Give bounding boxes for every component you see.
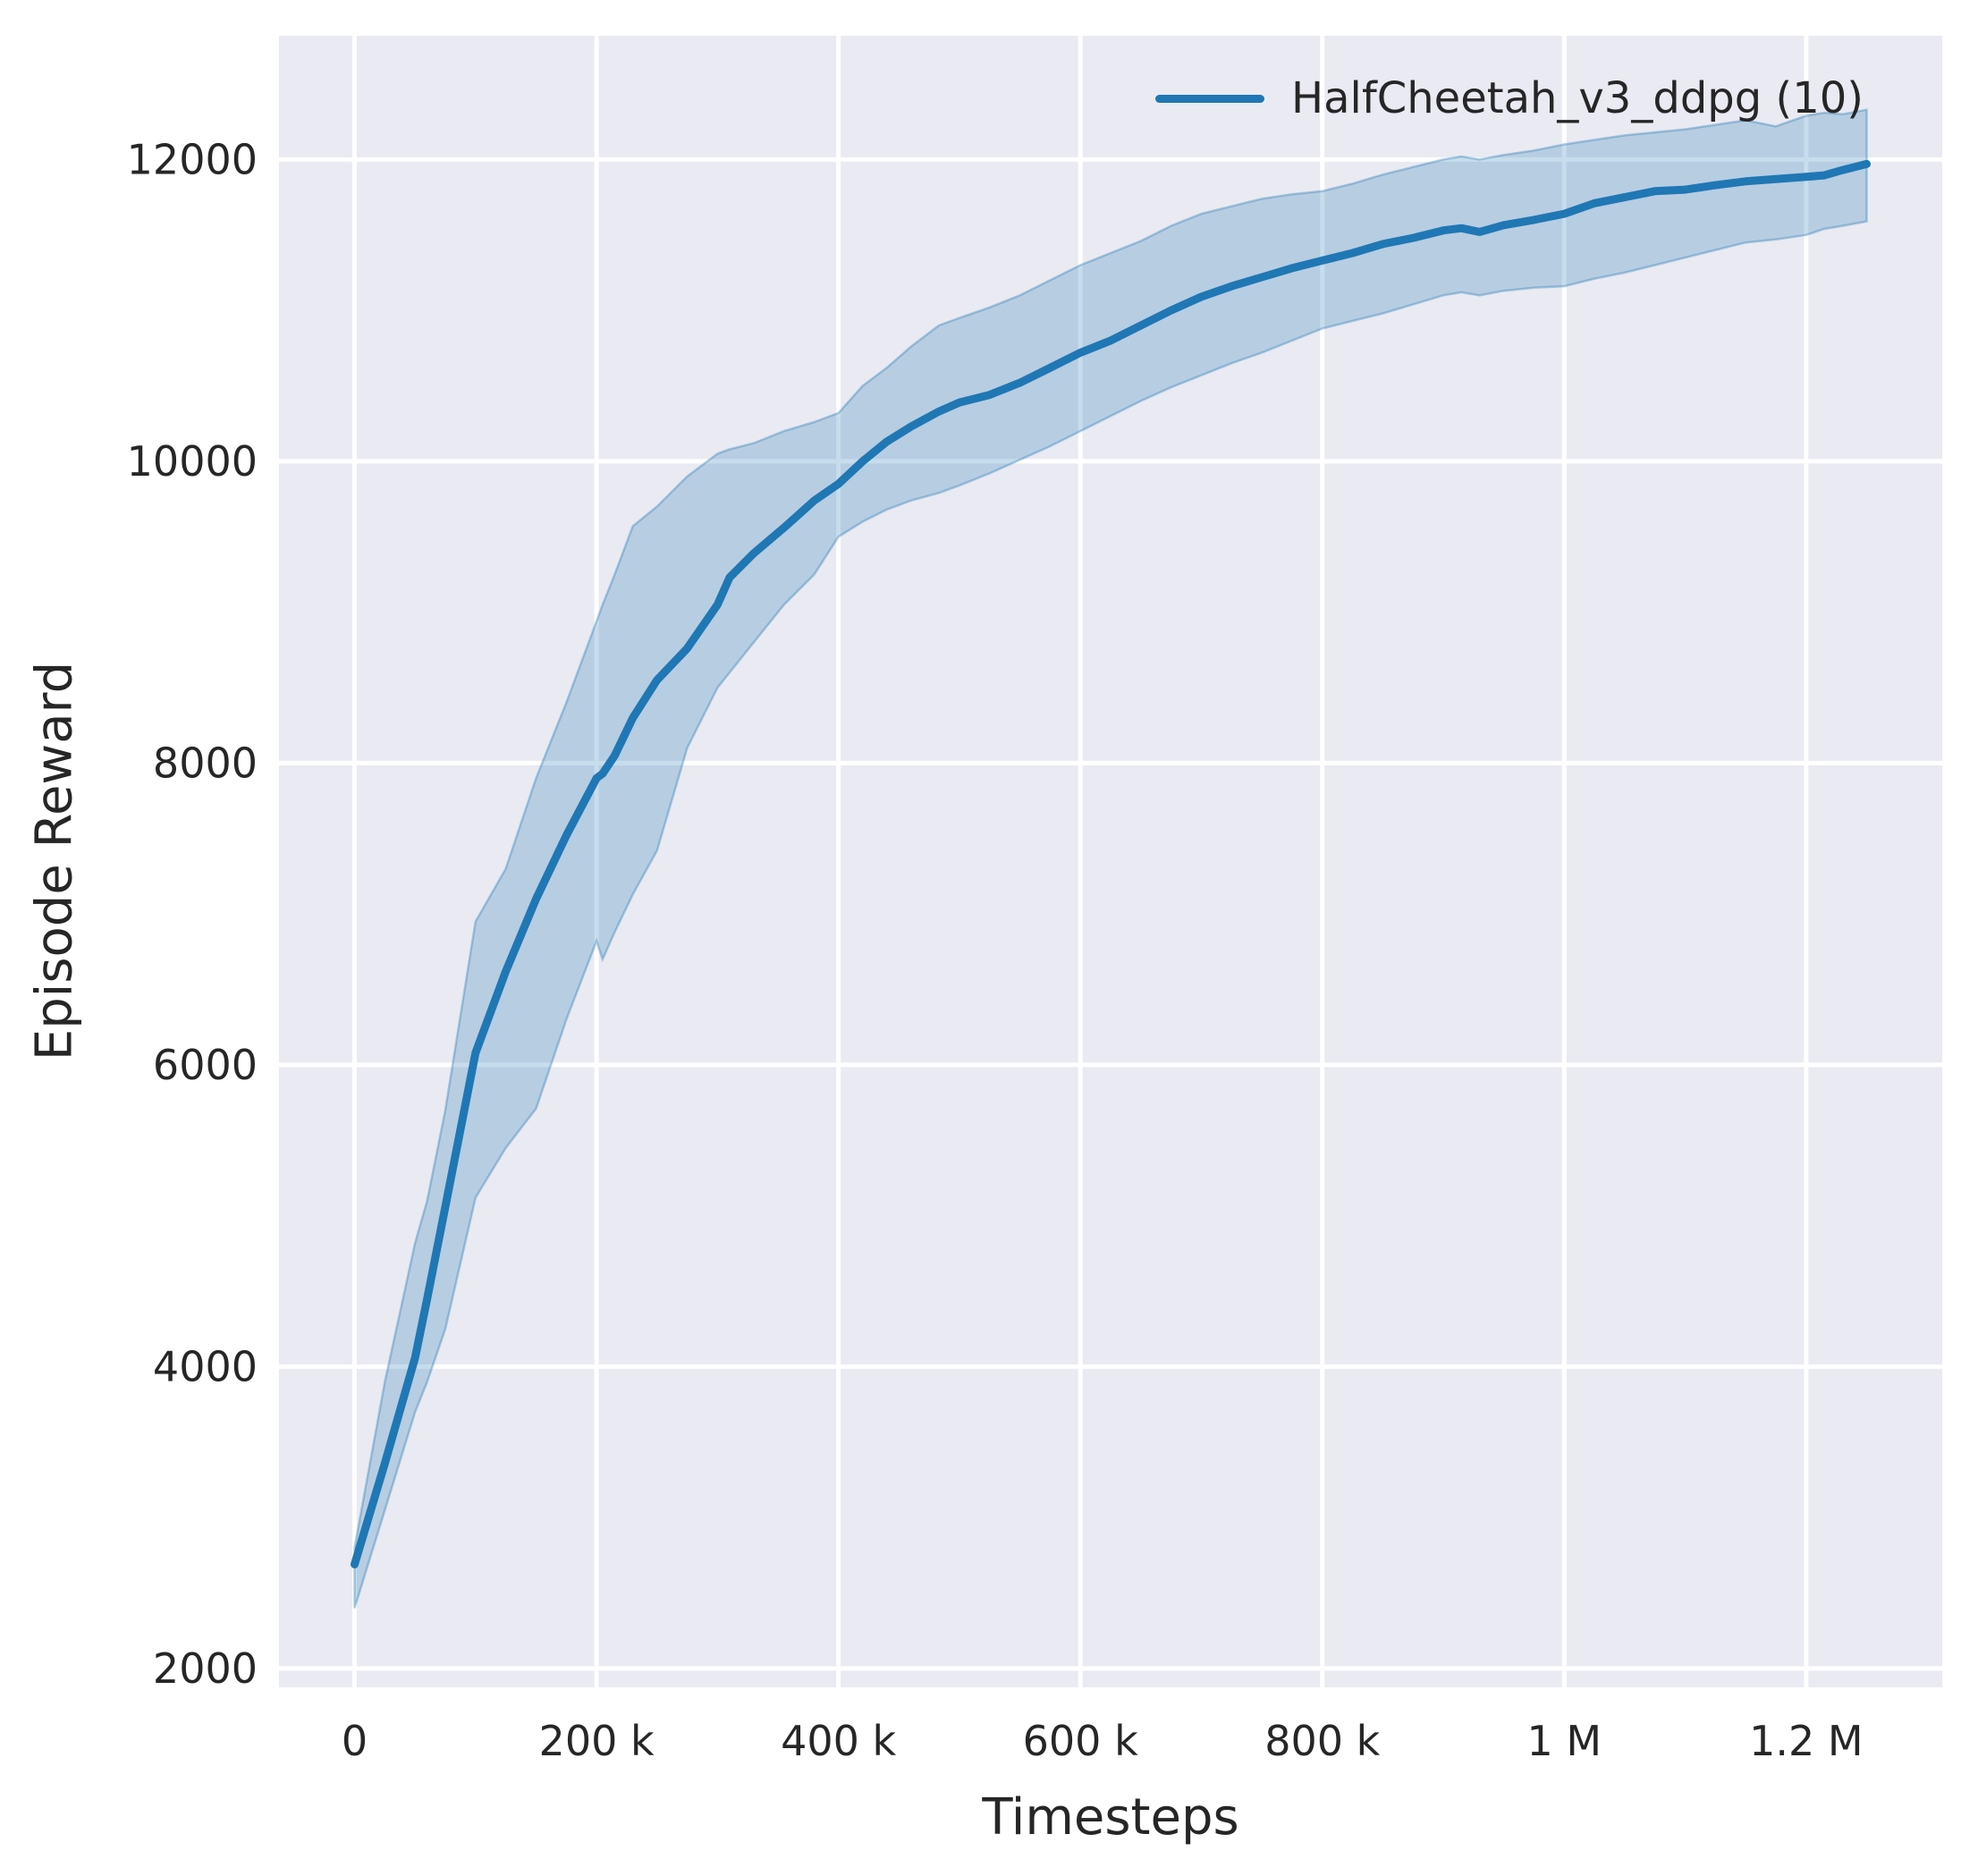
y-tick-label: 6000 <box>153 1041 258 1089</box>
x-tick-label: 800 k <box>1264 1717 1380 1765</box>
x-tick-label: 400 k <box>781 1717 896 1765</box>
y-tick-label: 4000 <box>153 1342 258 1390</box>
x-tick-label: 1.2 M <box>1749 1717 1863 1765</box>
x-tick-label: 1 M <box>1526 1717 1602 1765</box>
y-tick-label: 12000 <box>127 135 258 183</box>
x-tick-labels: 0 200 k 400 k 600 k 800 k 1 M 1.2 M <box>342 1717 1864 1765</box>
x-axis-label: Timesteps <box>982 1788 1239 1846</box>
x-tick-label: 600 k <box>1023 1717 1138 1765</box>
x-tick-label: 200 k <box>539 1717 655 1765</box>
y-axis-label: Episode Reward <box>25 661 84 1061</box>
gridlines <box>279 36 1942 1687</box>
y-tick-label: 10000 <box>127 437 258 486</box>
legend-label: HalfCheetah_v3_ddpg (10) <box>1291 73 1864 123</box>
confidence-band <box>353 108 1868 1609</box>
y-tick-labels: 2000 4000 6000 8000 10000 12000 <box>127 135 258 1693</box>
mean-line <box>351 159 1871 1568</box>
y-tick-label: 2000 <box>153 1644 258 1693</box>
y-tick-label: 8000 <box>153 739 258 787</box>
legend: HalfCheetah_v3_ddpg (10) <box>1155 73 1864 123</box>
legend-line-swatch <box>1155 94 1264 103</box>
x-tick-label: 0 <box>342 1717 368 1765</box>
